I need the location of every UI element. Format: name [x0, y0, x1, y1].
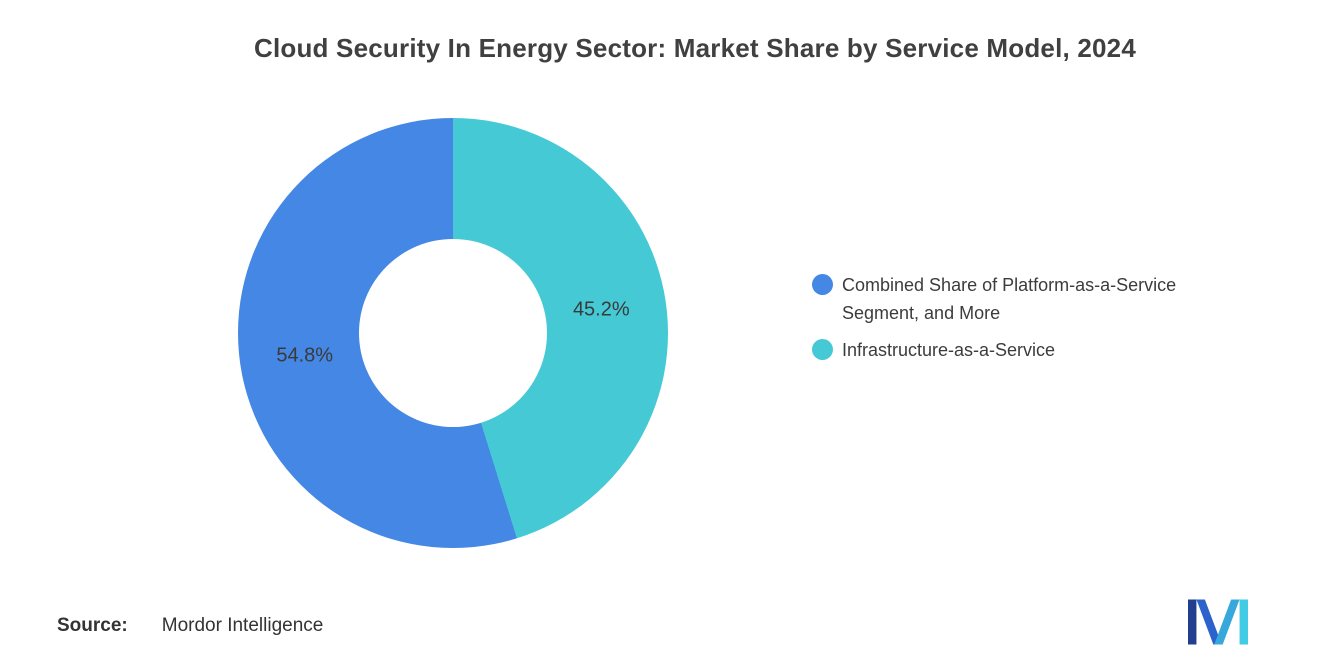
- legend-swatch-paas: [812, 274, 833, 295]
- slice-label-paas: 54.8%: [276, 344, 334, 367]
- legend: Combined Share of Platform-as-a-Service …: [812, 271, 1254, 364]
- legend-swatch-iaas: [812, 339, 833, 360]
- slice-label-iaas: 45.2%: [572, 298, 630, 321]
- legend-item-iaas[interactable]: Infrastructure-as-a-Service: [812, 336, 1254, 364]
- legend-label-paas: Combined Share of Platform-as-a-Service …: [842, 275, 1177, 323]
- source-label: Source:: [57, 615, 128, 636]
- legend-item-paas[interactable]: Combined Share of Platform-as-a-Service …: [812, 271, 1254, 327]
- chart-title: Cloud Security In Energy Sector: Market …: [253, 33, 1137, 63]
- source-line: Source: Mordor Intelligence: [57, 615, 323, 637]
- mordor-intelligence-logo: [1188, 599, 1248, 645]
- source-value: Mordor Intelligence: [161, 615, 324, 636]
- donut-chart: 45.2% 54.8%: [238, 118, 668, 548]
- legend-label-iaas: Infrastructure-as-a-Service: [842, 340, 1056, 360]
- donut-hole: [359, 239, 547, 427]
